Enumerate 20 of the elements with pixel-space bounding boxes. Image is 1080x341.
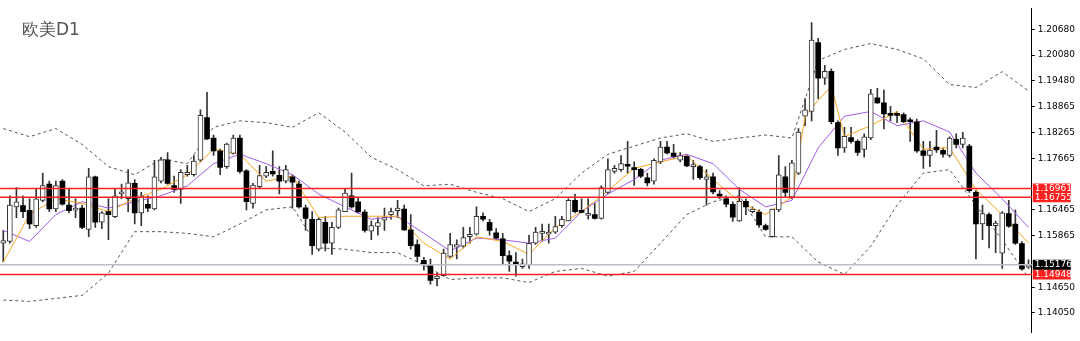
y-tick-label: 1.19480 <box>1037 75 1076 86</box>
y-tick-label: 1.20080 <box>1037 49 1076 60</box>
text: 欧美D1 <box>22 18 80 41</box>
y-tick-label: 1.14650 <box>1037 281 1076 292</box>
y-tick-label: 1.18265 <box>1037 126 1075 137</box>
y-tick-label: 1.20680 <box>1037 23 1076 34</box>
y-tick-label: 1.16465 <box>1037 203 1075 214</box>
line-series <box>2 42 1029 213</box>
y-tick-label: 1.15865 <box>1037 229 1075 240</box>
ref-line-label: 1.16961 <box>1034 182 1072 193</box>
line-series <box>2 169 1029 302</box>
y-tick-label: 1.14050 <box>1037 307 1076 318</box>
candlestick <box>585 198 592 220</box>
candlestick <box>269 150 276 177</box>
candlestick <box>0 230 7 263</box>
ref-line-label: 1.14948 <box>1034 268 1073 279</box>
ref-line-label: 1.16755 <box>1034 191 1072 202</box>
y-tick-label: 1.17665 <box>1037 152 1075 163</box>
ref-line-label: 1.15176 <box>1034 259 1073 270</box>
y-tick-label: 1.18865 <box>1037 101 1075 112</box>
